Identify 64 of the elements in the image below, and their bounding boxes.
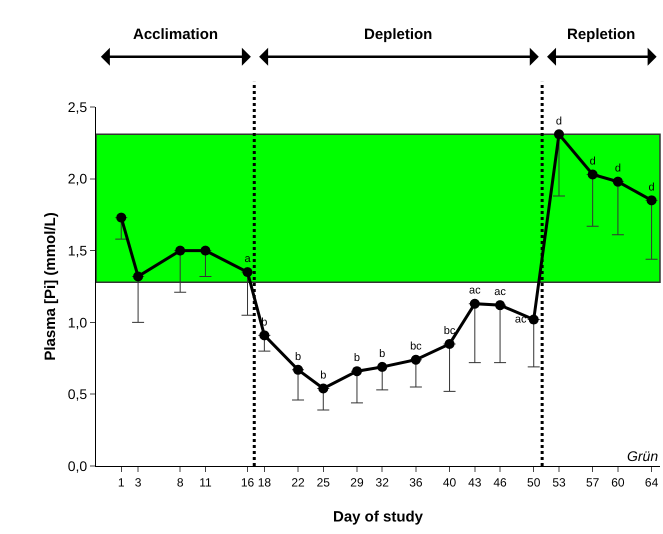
- y-tick-label: 0,0: [68, 458, 88, 474]
- point: [116, 212, 126, 223]
- point: [444, 338, 455, 349]
- x-tick-label: 36: [409, 475, 423, 490]
- x-tick-label: 18: [258, 475, 272, 490]
- x-tick-label: 46: [493, 475, 508, 490]
- point: [293, 364, 304, 375]
- data-label: ac: [514, 313, 527, 326]
- point: [410, 354, 421, 365]
- data-label: a: [244, 253, 252, 266]
- point: [175, 246, 186, 256]
- x-tick-label: 57: [586, 475, 600, 490]
- x-tick-label: 25: [316, 475, 330, 490]
- point: [377, 362, 388, 372]
- y-tick-label: 1,0: [68, 314, 88, 330]
- x-tick-label: 32: [376, 475, 390, 490]
- point: [200, 246, 210, 256]
- text: Depletion: [364, 26, 432, 43]
- x-tick-label: 3: [134, 475, 142, 490]
- point: [352, 366, 362, 376]
- x-tick-label: 29: [350, 475, 364, 490]
- data-label: ac: [494, 286, 506, 298]
- point: [495, 300, 506, 310]
- data-label: d: [590, 155, 596, 168]
- x-tick-label: 43: [468, 475, 482, 490]
- point: [242, 267, 253, 278]
- data-label: b: [294, 350, 302, 363]
- data-label: ac: [468, 284, 482, 297]
- x-tick-label: 53: [552, 475, 566, 490]
- y-axis-title: Plasma [Pi] (mmol/L): [42, 212, 59, 361]
- text: Acclimation: [133, 26, 218, 43]
- data-label: b: [320, 369, 326, 382]
- y-tick-label: 2,0: [68, 170, 88, 187]
- point: [133, 271, 144, 282]
- data-label: d: [556, 115, 562, 128]
- x-tick-label: 40: [442, 475, 457, 490]
- x-tick-label: 16: [240, 475, 255, 490]
- y-tick-label: 2,5: [68, 98, 88, 115]
- x-tick-label: 22: [291, 475, 306, 490]
- point: [588, 169, 598, 180]
- data-label: b: [354, 352, 360, 364]
- y-tick-label: 0,5: [68, 386, 88, 402]
- data-label: b: [379, 348, 386, 360]
- x-tick-label: 60: [611, 475, 625, 490]
- x-axis-title: Day of study: [332, 508, 424, 526]
- x-tick-label: 11: [199, 475, 212, 490]
- point: [470, 298, 480, 309]
- y-tick-label: 1,5: [68, 242, 88, 258]
- point: [259, 330, 270, 340]
- point: [318, 383, 328, 394]
- data-label: d: [614, 162, 621, 175]
- annotation: Grün: [627, 448, 658, 464]
- point: [554, 129, 564, 140]
- x-tick-label: 8: [176, 475, 184, 490]
- x-tick-label: 1: [118, 475, 125, 490]
- data-label: bc: [410, 340, 422, 353]
- x-tick-label: 50: [527, 475, 541, 490]
- point: [612, 176, 623, 187]
- data-label: bc: [444, 324, 456, 337]
- x-tick-label: 64: [644, 475, 659, 490]
- text: Repletion: [567, 26, 636, 43]
- point: [646, 195, 657, 206]
- point: [528, 314, 539, 325]
- data-label: d: [648, 181, 655, 194]
